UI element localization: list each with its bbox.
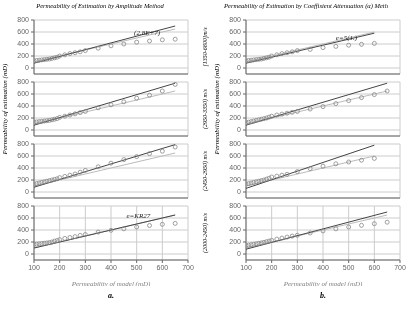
svg-text:400: 400 <box>17 226 29 233</box>
svg-text:500: 500 <box>343 264 355 271</box>
html-text:(2950-3350) m/s: (2950-3350) m/s <box>202 89 208 129</box>
svg-text:600: 600 <box>17 152 29 159</box>
html-text:Permeability of estimation (mD: Permeability of estimation (mD) <box>0 63 9 155</box>
svg-text:0: 0 <box>25 126 29 133</box>
svg-text:800: 800 <box>229 78 241 85</box>
svg-text:400: 400 <box>17 164 29 171</box>
svg-text:600: 600 <box>17 90 29 97</box>
svg-text:Permeability of model (mD): Permeability of model (mD) <box>283 280 363 286</box>
svg-text:400: 400 <box>17 40 29 47</box>
html-text:Permeability of Estimation by: Permeability of Estimation by Coeffisien… <box>224 2 388 9</box>
svg-text:300: 300 <box>79 264 91 271</box>
svg-text:600: 600 <box>229 90 241 97</box>
svg-text:0: 0 <box>25 64 29 71</box>
svg-text:e=KR27: e=KR27 <box>126 212 150 220</box>
svg-text:200: 200 <box>229 238 241 245</box>
svg-text:200: 200 <box>229 176 241 183</box>
svg-text:0: 0 <box>237 188 241 195</box>
svg-text:600: 600 <box>229 214 241 221</box>
svg-text:0: 0 <box>25 188 29 195</box>
svg-text:400: 400 <box>229 102 241 109</box>
svg-text:500: 500 <box>131 264 143 271</box>
svg-text:Permeability of model (mD): Permeability of model (mD) <box>71 280 151 286</box>
svg-text:800: 800 <box>17 16 29 23</box>
svg-text:200: 200 <box>17 114 29 121</box>
svg-text:e=5(1.): e=5(1.) <box>336 34 358 42</box>
svg-text:100: 100 <box>240 264 252 271</box>
svg-text:600: 600 <box>17 28 29 35</box>
svg-text:200: 200 <box>17 238 29 245</box>
svg-text:200: 200 <box>17 52 29 59</box>
html-text:(2450-2950) m/s: (2450-2950) m/s <box>202 151 208 191</box>
svg-text:400: 400 <box>229 164 241 171</box>
svg-text:600: 600 <box>17 214 29 221</box>
svg-text:300: 300 <box>291 264 303 271</box>
svg-text:600: 600 <box>156 264 168 271</box>
svg-text:0: 0 <box>25 250 29 257</box>
html-text:[1350-6800]m/s: [1350-6800]m/s <box>202 27 208 67</box>
svg-text:100: 100 <box>28 264 40 271</box>
svg-text:400: 400 <box>105 264 117 271</box>
svg-text:0: 0 <box>237 64 241 71</box>
svg-text:200: 200 <box>54 264 66 271</box>
svg-text:200: 200 <box>266 264 278 271</box>
svg-text:800: 800 <box>229 140 241 147</box>
svg-text:800: 800 <box>17 140 29 147</box>
svg-text:400: 400 <box>17 102 29 109</box>
html-text:b.: b. <box>320 291 326 300</box>
svg-text:0: 0 <box>237 126 241 133</box>
html-text:Permeability of Estimation by: Permeability of Estimation by Amplitude … <box>36 2 164 9</box>
svg-text:600: 600 <box>368 264 380 271</box>
svg-text:600: 600 <box>229 28 241 35</box>
html-text:a.: a. <box>108 291 114 300</box>
svg-text:(2.8E+7): (2.8E+7) <box>134 29 161 37</box>
svg-text:800: 800 <box>17 202 29 209</box>
svg-text:800: 800 <box>229 202 241 209</box>
svg-text:400: 400 <box>229 226 241 233</box>
svg-text:700: 700 <box>394 264 404 271</box>
svg-text:700: 700 <box>182 264 194 271</box>
svg-text:800: 800 <box>229 16 241 23</box>
svg-text:400: 400 <box>229 40 241 47</box>
svg-text:200: 200 <box>17 176 29 183</box>
svg-text:200: 200 <box>229 52 241 59</box>
svg-text:0: 0 <box>237 250 241 257</box>
svg-text:200: 200 <box>229 114 241 121</box>
svg-text:800: 800 <box>17 78 29 85</box>
html-text:(2000-2450) m/s: (2000-2450) m/s <box>202 213 208 253</box>
svg-text:600: 600 <box>229 152 241 159</box>
html-text:Permeability of estimation (mD: Permeability of estimation (mD) <box>212 63 221 155</box>
svg-text:400: 400 <box>317 264 329 271</box>
